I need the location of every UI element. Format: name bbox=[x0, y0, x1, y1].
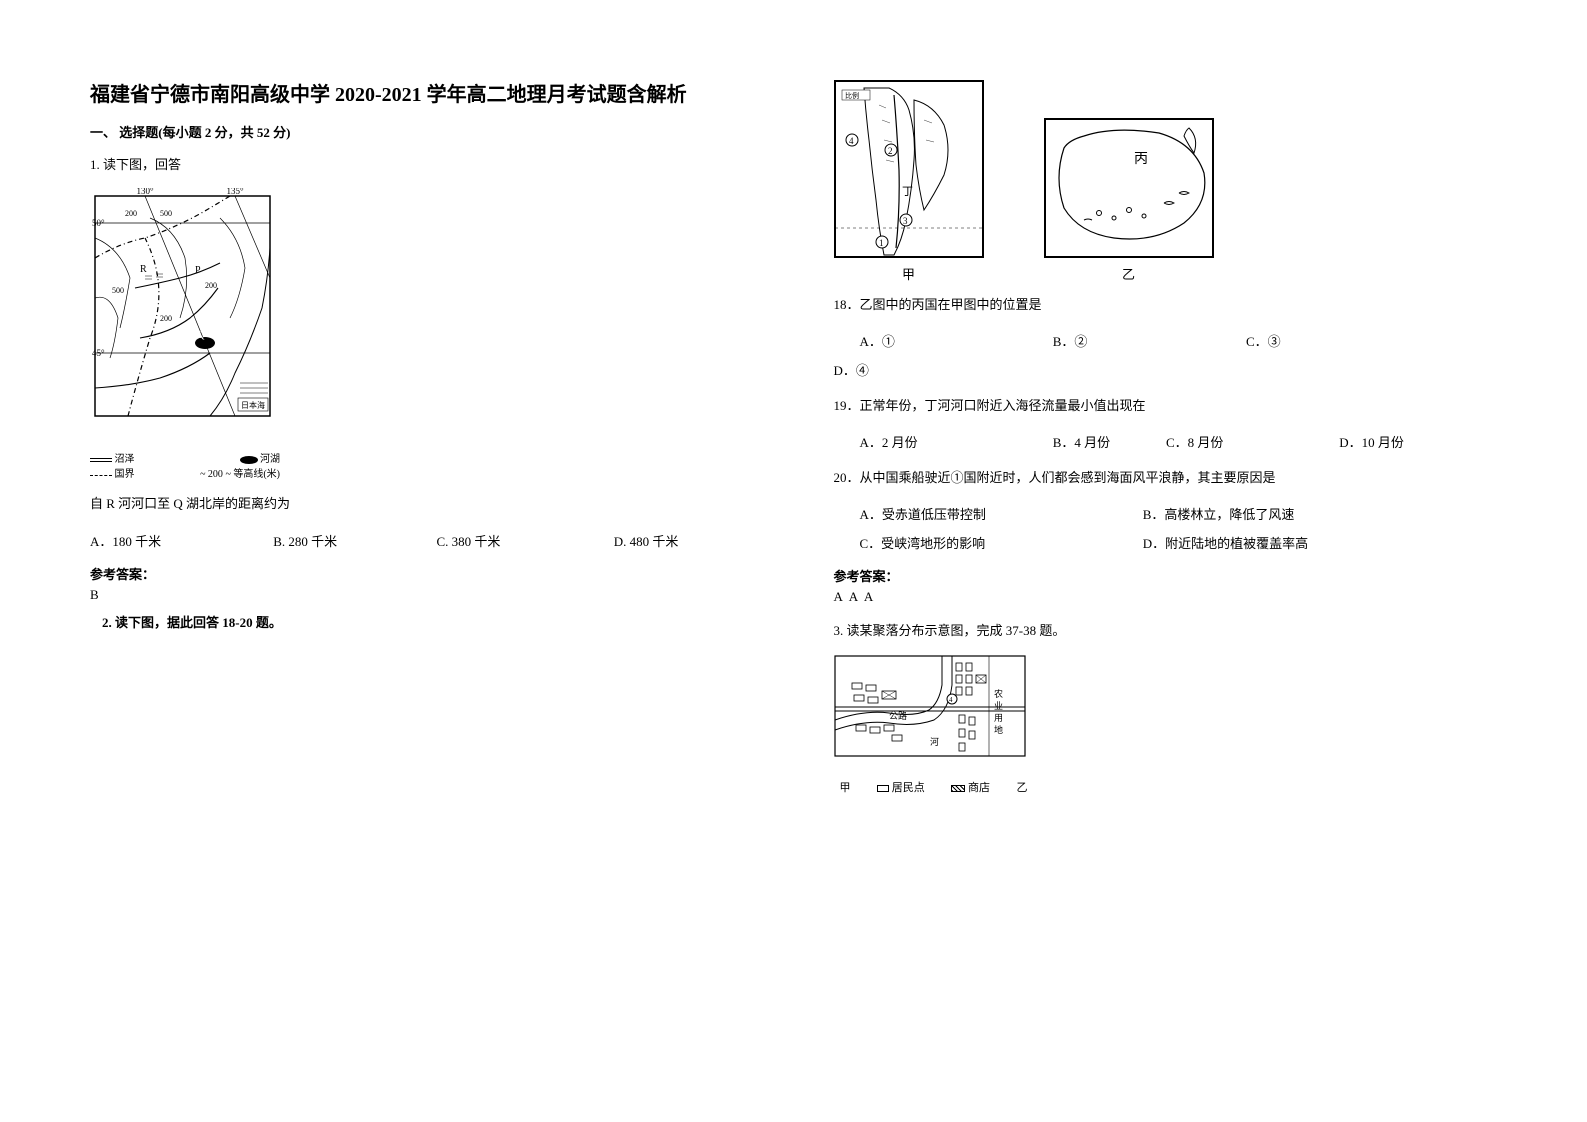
q19-opts: A．2 月份 B．4 月份 C．8 月份 D．10 月份 bbox=[834, 429, 1498, 458]
marker-Q: Q bbox=[198, 330, 205, 340]
q18-opts: A．① B．② C．③ D．④ bbox=[834, 328, 1498, 385]
contour-500a: 500 bbox=[160, 209, 172, 218]
q3-left-cap: 甲 bbox=[840, 779, 851, 795]
q18-d: D．④ bbox=[834, 357, 869, 386]
q20-b: B．高楼林立，降低了风速 bbox=[1143, 501, 1295, 530]
q20-stem: 20．从中国乘船驶近①国附近时，人们都会感到海面风平浪静，其主要原因是 bbox=[834, 466, 1498, 489]
q1-answer-label: 参考答案： bbox=[90, 564, 754, 583]
q3-legend-house: 居民点 bbox=[877, 779, 925, 795]
legend-marsh: 沼泽 bbox=[90, 452, 135, 467]
lon-130: 130° bbox=[136, 188, 154, 196]
q2-yi-svg: 丙 bbox=[1044, 118, 1214, 258]
q3-caption-row: 甲 居民点 商店 乙 bbox=[834, 775, 1034, 795]
legend-border: 国界 bbox=[90, 467, 135, 482]
q1-legend: 沼泽 河湖 国界 ~ 200 ~ 等 bbox=[90, 452, 280, 482]
q20-d: D．附近陆地的植被覆盖率高 bbox=[1143, 530, 1308, 559]
legend-lake: 河湖 bbox=[240, 452, 281, 467]
lon-135: 135° bbox=[226, 188, 244, 196]
q19-a: A．2 月份 bbox=[860, 429, 1050, 458]
q18-c: C．③ bbox=[1246, 328, 1396, 357]
q2-jia-svg: 丁 1 2 3 4 比例 bbox=[834, 80, 984, 258]
q1-map-svg: 130° 135° 50° 45° 200 500 500 bbox=[90, 188, 280, 448]
q3-svg: 河 公路 bbox=[834, 655, 1034, 775]
q20-opts: A．受赤道低压带控制 B．高楼林立，降低了风速 C．受峡湾地形的影响 D．附近陆… bbox=[834, 501, 1498, 558]
q3-figure: 河 公路 bbox=[834, 655, 1498, 795]
river-label: 河 bbox=[930, 736, 939, 747]
q19-b: B．4 月份 bbox=[1053, 429, 1163, 458]
q3-stem: 3. 读某聚落分布示意图，完成 37-38 题。 bbox=[834, 619, 1498, 642]
marker-R: R bbox=[140, 264, 147, 275]
q1-opt-d: D. 480 千米 bbox=[614, 528, 724, 557]
contour-200b: 200 bbox=[160, 314, 172, 323]
q19-d: D．10 月份 bbox=[1339, 429, 1404, 458]
river-ding: 丁 bbox=[902, 186, 913, 198]
q1-figure: 130° 135° 50° 45° 200 500 500 bbox=[90, 188, 754, 482]
land-label2: 业 bbox=[994, 701, 1003, 711]
contour-500b: 500 bbox=[112, 286, 124, 295]
yi-caption: 乙 bbox=[1044, 264, 1214, 283]
q2-answer-label: 参考答案： bbox=[834, 566, 1498, 585]
land-label4: 地 bbox=[994, 724, 1003, 735]
q2-fig-yi: 丙 乙 bbox=[1044, 118, 1214, 283]
q19-c: C．8 月份 bbox=[1166, 429, 1336, 458]
page: 福建省宁德市南阳高级中学 2020-2021 学年高二地理月考试题含解析 一、 … bbox=[90, 80, 1497, 795]
svg-text:4: 4 bbox=[949, 696, 953, 704]
marker-P: P bbox=[195, 265, 201, 276]
q18-b: B．② bbox=[1053, 328, 1243, 357]
q18-a: A．① bbox=[860, 328, 1050, 357]
bing-label: 丙 bbox=[1134, 152, 1148, 167]
q2-stem: 2. 读下图，据此回答 18-20 题。 bbox=[102, 611, 754, 634]
contour-200c: 200 bbox=[205, 281, 217, 290]
q20-a: A．受赤道低压带控制 bbox=[860, 501, 1140, 530]
page-title: 福建省宁德市南阳高级中学 2020-2021 学年高二地理月考试题含解析 bbox=[90, 80, 754, 110]
land-label1: 农 bbox=[994, 688, 1003, 699]
q3-legend-shop: 商店 bbox=[951, 779, 990, 795]
svg-text:比例: 比例 bbox=[845, 91, 859, 100]
q2-answer: A A A bbox=[834, 589, 1498, 605]
right-column: 丁 1 2 3 4 比例 甲 bbox=[834, 80, 1498, 795]
left-column: 福建省宁德市南阳高级中学 2020-2021 学年高二地理月考试题含解析 一、 … bbox=[90, 80, 754, 795]
q1-answer: B bbox=[90, 587, 754, 603]
svg-text:4: 4 bbox=[849, 136, 854, 146]
q18-stem: 18．乙图中的丙国在甲图中的位置是 bbox=[834, 293, 1498, 316]
svg-text:3: 3 bbox=[903, 216, 908, 226]
q1-substem: 自 R 河河口至 Q 湖北岸的距离约为 bbox=[90, 492, 754, 515]
q2-fig-jia: 丁 1 2 3 4 比例 甲 bbox=[834, 80, 984, 283]
legend-contour: ~ 200 ~ 等高线(米) bbox=[200, 467, 280, 482]
q1-opt-a: A．180 千米 bbox=[90, 528, 270, 557]
q1-opt-c: C. 380 千米 bbox=[437, 528, 501, 557]
q1-opt-b: B. 280 千米 bbox=[273, 528, 433, 557]
jia-caption: 甲 bbox=[834, 264, 984, 283]
q1-stem: 1. 读下图，回答 bbox=[90, 153, 754, 176]
contour-200a: 200 bbox=[125, 209, 137, 218]
q2-figures: 丁 1 2 3 4 比例 甲 bbox=[834, 80, 1498, 283]
svg-text:1: 1 bbox=[879, 238, 884, 248]
q3-right-cap: 乙 bbox=[1017, 779, 1028, 795]
road-label: 公路 bbox=[889, 710, 907, 721]
section-1-head: 一、 选择题(每小题 2 分，共 52 分) bbox=[90, 122, 754, 141]
q19-stem: 19．正常年份，丁河河口附近入海径流量最小值出现在 bbox=[834, 394, 1498, 417]
q1-opts: A．180 千米 B. 280 千米 C. 380 千米 D. 480 千米 bbox=[90, 528, 754, 557]
land-label3: 用 bbox=[994, 713, 1003, 723]
q20-c: C．受峡湾地形的影响 bbox=[860, 530, 1140, 559]
sea-label: 日本海 bbox=[241, 400, 265, 410]
svg-text:2: 2 bbox=[888, 146, 893, 156]
